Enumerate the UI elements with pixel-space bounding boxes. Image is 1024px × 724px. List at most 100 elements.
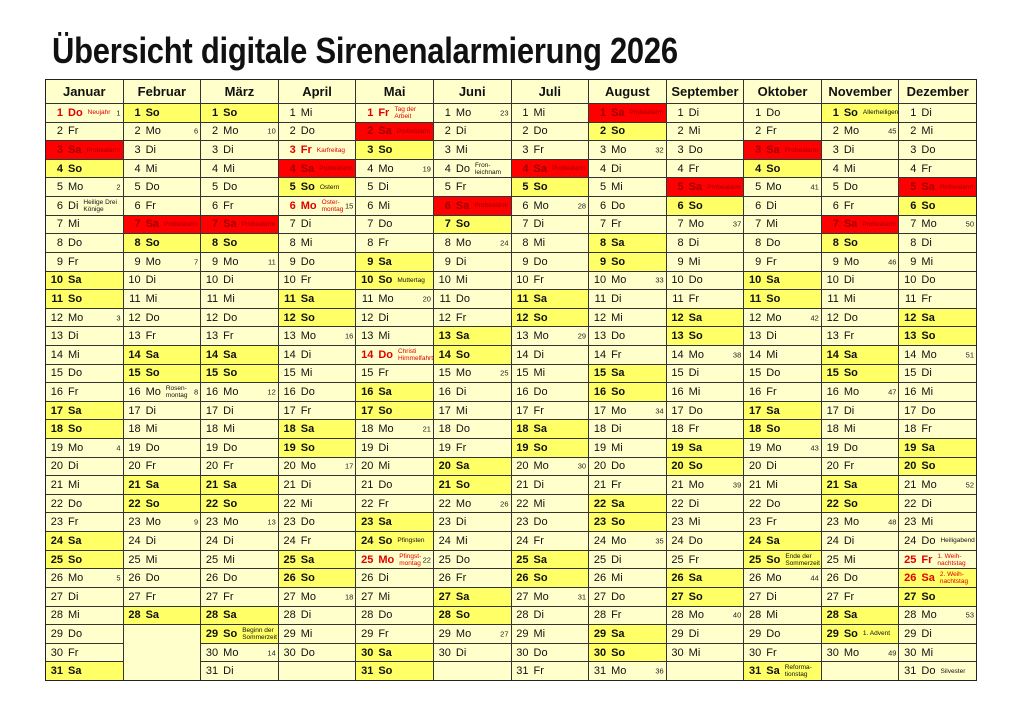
day-number: 11 [206,292,219,305]
weekday: Sa [378,646,392,659]
weekday: Mo [300,330,317,343]
day-cell: 16 Mo 47 [821,383,899,401]
weekday: Mo [766,311,782,324]
day-number: 4 [832,162,839,175]
day-cell: 5 Do [821,178,899,197]
weekday: Di [688,237,700,250]
weekday: Do [921,404,936,417]
weekday: Di [223,665,234,678]
weekday: Do [843,181,858,194]
weekday: Mo [688,348,704,361]
day-cell: 24 Di [123,532,201,550]
day-cell: 9 Do [278,252,356,271]
day-cell: 18 Sa [511,420,589,439]
day-cell: 26 Sa [666,569,744,587]
day-number: 9 [755,255,762,268]
day-cell: 30 Di [433,643,511,662]
day-number: 26 [283,572,296,585]
day-cell: 23 Mi [666,513,744,532]
weekday: Fr [766,385,777,398]
day-cell: 14 Di [511,345,589,364]
weekday: Di [843,404,855,417]
weekday: Mi [688,516,701,529]
day-note: Heilige Drei Könige [83,198,117,213]
day-number: 17 [671,404,684,417]
day-cell: 18 Do [433,420,511,439]
weekday: Sa [145,218,160,231]
day-cell: 30 Fr [744,643,821,662]
day-cell: 17 Mi [433,401,511,420]
day-cell: 6 So [899,197,976,215]
day-cell: 14 Fr [589,345,666,364]
weekday: Di [843,274,855,287]
weekday: Di [68,330,79,343]
weekday: Mo [68,441,84,454]
weekday: Do [145,181,160,194]
week-number: 8 [193,387,199,397]
weekday: Mi [611,181,623,194]
weekday: Di [378,441,389,454]
day-cell: 9 Mi [899,252,976,271]
day-cell: 24 Fr [511,532,589,550]
day-cell: 21 Sa [821,476,899,494]
weekday: Mo [378,162,394,175]
weekday: Mo [68,311,84,324]
weekday: Fr [766,516,777,529]
day-cell: 5 Sa Probealarm [666,178,744,197]
week-number: 38 [732,350,742,360]
day-note: Rosen- montag [165,384,188,399]
day-number: 26 [593,572,607,585]
weekday: Sa [688,181,703,194]
weekday: So [145,106,160,119]
day-number: 7 [755,218,762,231]
day-number: 21 [904,479,917,492]
week-number: 27 [500,629,509,639]
day-number: 5 [212,181,219,194]
weekday: Fr [223,460,234,473]
week-number: 5 [116,573,121,583]
day-cell: 27 Mi [356,587,433,606]
weekday: Sa [455,330,470,343]
week-number: 36 [655,666,664,676]
day-number: 21 [50,479,63,492]
day-number: 5 [910,181,917,194]
day-note: Pfingsten [397,537,425,545]
day-cell: 28 Sa [821,606,899,625]
day-cell: 19 Do [123,439,201,457]
day-number: 14 [128,348,141,361]
day-number: 16 [361,385,374,398]
day-number: 12 [904,311,917,324]
weekday: So [300,441,315,454]
day-number: 2 [212,125,219,138]
weekday: Mi [688,646,701,659]
day-number: 29 [438,627,451,640]
day-number: 18 [593,423,607,436]
week-number: 6 [193,126,199,136]
month-header-10: Oktober [744,80,821,103]
day-cell: 18 Sa [278,420,356,439]
weekday: Fr [843,590,855,603]
weekday: Do [300,125,315,138]
day-cell: 4 Fr [899,159,976,178]
weekday: Di [300,218,312,231]
day-number: 16 [593,385,607,398]
day-cell: 31 Sa Reforma- tionstag [744,662,821,680]
day-cell: 5 Do [201,178,278,197]
day-number: 30 [904,646,917,659]
day-number: 8 [755,237,762,250]
day-number: 29 [904,627,917,640]
day-cell: 25 So [46,550,123,569]
weekday: Fr [300,144,312,157]
week-number: 7 [193,257,199,267]
week-number: 15 [344,201,354,211]
day-cell: 14 Sa [201,345,278,364]
day-number: 30 [516,646,529,659]
day-number: 30 [283,646,296,659]
day-cell: 7 Di [511,215,589,234]
weekday: Mi [300,237,313,250]
day-note: Beginn der Sommerzeit [242,626,277,641]
weekday: Sa [766,404,780,417]
day-number: 6 [367,199,374,212]
weekday: So [766,423,781,436]
weekday: Do [611,199,626,212]
